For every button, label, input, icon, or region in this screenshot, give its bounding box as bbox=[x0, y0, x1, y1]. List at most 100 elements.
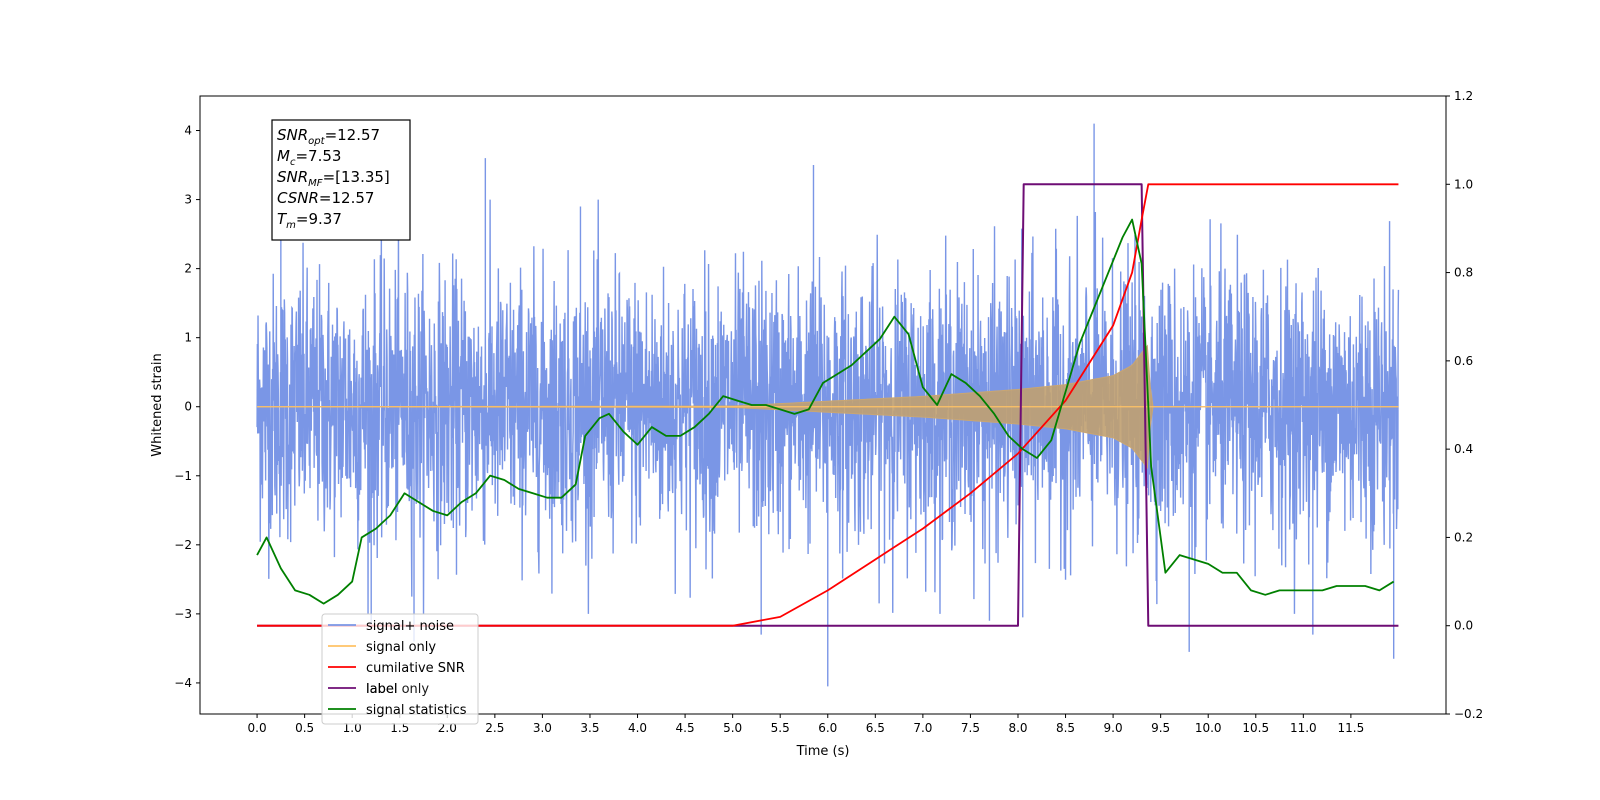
x-axis: 0.0 0.5 1.0 1.5 2.0 2.5 3.0 3.5 4.0 4.5 5.0 5.5 6.0 6… bbox=[248, 714, 1364, 735]
annotation-subscript: MF bbox=[308, 178, 323, 189]
x-tick: 6.5 bbox=[866, 714, 885, 735]
y2-tick-label: 1.0 bbox=[1454, 177, 1473, 191]
x-tick-label: 11.0 bbox=[1290, 721, 1317, 735]
x-tick-label: 7.0 bbox=[913, 721, 932, 735]
y-tick-label: 0 bbox=[184, 400, 192, 414]
annotation-line: Mc=7.53 bbox=[277, 147, 341, 168]
x-tick-label: 5.0 bbox=[723, 721, 742, 735]
y-tick-label: −1 bbox=[174, 469, 192, 483]
x-tick: 3.0 bbox=[533, 714, 552, 735]
plot-area bbox=[256, 123, 1400, 687]
x-tick: 0.5 bbox=[295, 714, 314, 735]
legend-entry: cumilative SNR bbox=[328, 661, 465, 676]
x-tick: 7.5 bbox=[961, 714, 980, 735]
series-signal-statistics bbox=[256, 218, 1395, 605]
y2-tick-label: 0.0 bbox=[1454, 619, 1473, 633]
y2-tick: 1.0 bbox=[1446, 177, 1473, 191]
x-tick: 8.0 bbox=[1008, 714, 1028, 735]
y2-tick: 0.8 bbox=[1446, 266, 1473, 280]
annotation-line: SNRopt=12.57 bbox=[277, 126, 380, 147]
y-tick-label: −2 bbox=[174, 538, 192, 552]
x-tick: 9.5 bbox=[1151, 714, 1170, 735]
annotation-line: SNRMF=[13.35] bbox=[277, 168, 390, 189]
x-tick-label: 3.5 bbox=[580, 721, 599, 735]
x-tick-label: 6.5 bbox=[866, 721, 885, 735]
annotation-value: =[13.35] bbox=[323, 168, 390, 186]
x-tick-label: 0.5 bbox=[295, 721, 314, 735]
x-tick-label: 8.0 bbox=[1008, 721, 1027, 735]
x-tick: 3.5 bbox=[580, 714, 600, 735]
y2-tick-label: 0.4 bbox=[1454, 442, 1473, 456]
y-axis-left: 4 3 2 1 0 −1 −2 −3 −4 bbox=[174, 124, 200, 690]
x-tick: 6.0 bbox=[818, 714, 837, 735]
y-tick-label: 2 bbox=[184, 262, 192, 276]
y2-tick: 1.2 bbox=[1446, 89, 1473, 103]
annotation-symbol: T bbox=[277, 210, 288, 228]
y-tick: 2 bbox=[184, 262, 200, 276]
legend-label: label bbox=[366, 682, 397, 697]
x-tick-label: 9.0 bbox=[1104, 721, 1123, 735]
y-tick: −1 bbox=[174, 469, 200, 483]
x-tick: 5.0 bbox=[723, 714, 742, 735]
series-signal-noise bbox=[256, 123, 1400, 687]
x-tick-label: 2.5 bbox=[485, 721, 504, 735]
x-tick: 0.0 bbox=[248, 714, 267, 735]
y-tick: 1 bbox=[184, 331, 200, 345]
stats-annotation-box: SNRopt=12.57Mc=7.53SNRMF=[13.35]CSNR=12.… bbox=[271, 119, 411, 241]
x-axis-label: Time (s) bbox=[796, 744, 850, 759]
legend-frame bbox=[321, 613, 479, 725]
annotation-symbol: M bbox=[277, 147, 290, 165]
y2-tick: 0.6 bbox=[1446, 354, 1473, 368]
y-tick-label: −3 bbox=[174, 607, 192, 621]
x-tick-label: 5.5 bbox=[771, 721, 790, 735]
x-tick-label: 10.0 bbox=[1195, 721, 1222, 735]
legend: signal+ noise signal only cumilative SNR la… bbox=[321, 613, 479, 725]
x-tick-label: 10.5 bbox=[1242, 721, 1269, 735]
x-tick: 11.5 bbox=[1338, 714, 1364, 735]
x-tick: 10.5 bbox=[1242, 714, 1269, 735]
y2-tick-label: 0.2 bbox=[1454, 530, 1473, 544]
axes-frame bbox=[199, 95, 1447, 715]
legend-entry: signal only bbox=[328, 640, 436, 655]
annotation-symbol: CSNR bbox=[277, 189, 319, 207]
legend-entry: label bbox=[328, 682, 397, 697]
annotation-line: Tm=9.37 bbox=[277, 210, 342, 231]
y2-tick-label: 0.6 bbox=[1454, 354, 1473, 368]
y-tick: −4 bbox=[174, 676, 200, 690]
y2-tick: −0.2 bbox=[1446, 707, 1483, 721]
annotation-value: =9.37 bbox=[296, 210, 342, 228]
y2-tick-label: 0.8 bbox=[1454, 266, 1473, 280]
y-axis-label: Whitened strain bbox=[150, 353, 165, 456]
x-tick: 7.0 bbox=[913, 714, 932, 735]
x-tick-label: 6.0 bbox=[818, 721, 837, 735]
y-tick-label: −4 bbox=[174, 676, 192, 690]
y2-tick-label: 1.2 bbox=[1454, 89, 1473, 103]
annotation-symbol: SNR bbox=[277, 126, 308, 144]
x-tick: 9.0 bbox=[1104, 714, 1123, 735]
y-tick: −3 bbox=[174, 607, 200, 621]
legend-label: signal+ noise bbox=[366, 619, 454, 634]
y-tick: 4 bbox=[184, 124, 200, 138]
y-tick-label: 4 bbox=[184, 124, 192, 138]
x-tick: 5.5 bbox=[771, 714, 790, 735]
legend-label: signal statistics bbox=[366, 703, 467, 718]
y2-tick-label: −0.2 bbox=[1454, 707, 1483, 721]
y-tick: −2 bbox=[174, 538, 200, 552]
series-label bbox=[257, 183, 1399, 627]
x-tick-label: 7.5 bbox=[961, 721, 980, 735]
annotation-symbol: SNR bbox=[277, 168, 308, 186]
annotation-subscript: m bbox=[286, 220, 296, 231]
y-axis-right: 1.2 1.0 0.8 0.6 0.4 0.2 0.0 −0.2 bbox=[1446, 89, 1483, 721]
x-tick-label: 8.5 bbox=[1056, 721, 1075, 735]
legend-label: label only bbox=[366, 682, 429, 697]
legend-entry: label only bbox=[366, 682, 429, 697]
x-tick: 4.5 bbox=[676, 714, 695, 735]
annotation-subscript: c bbox=[290, 157, 296, 168]
x-tick-label: 3.0 bbox=[533, 721, 552, 735]
y-tick-label: 3 bbox=[184, 193, 192, 207]
annotation-frame bbox=[271, 119, 411, 241]
y-tick-label: 1 bbox=[184, 331, 192, 345]
annotation-value: =12.57 bbox=[325, 126, 381, 144]
x-tick: 11.0 bbox=[1290, 714, 1317, 735]
